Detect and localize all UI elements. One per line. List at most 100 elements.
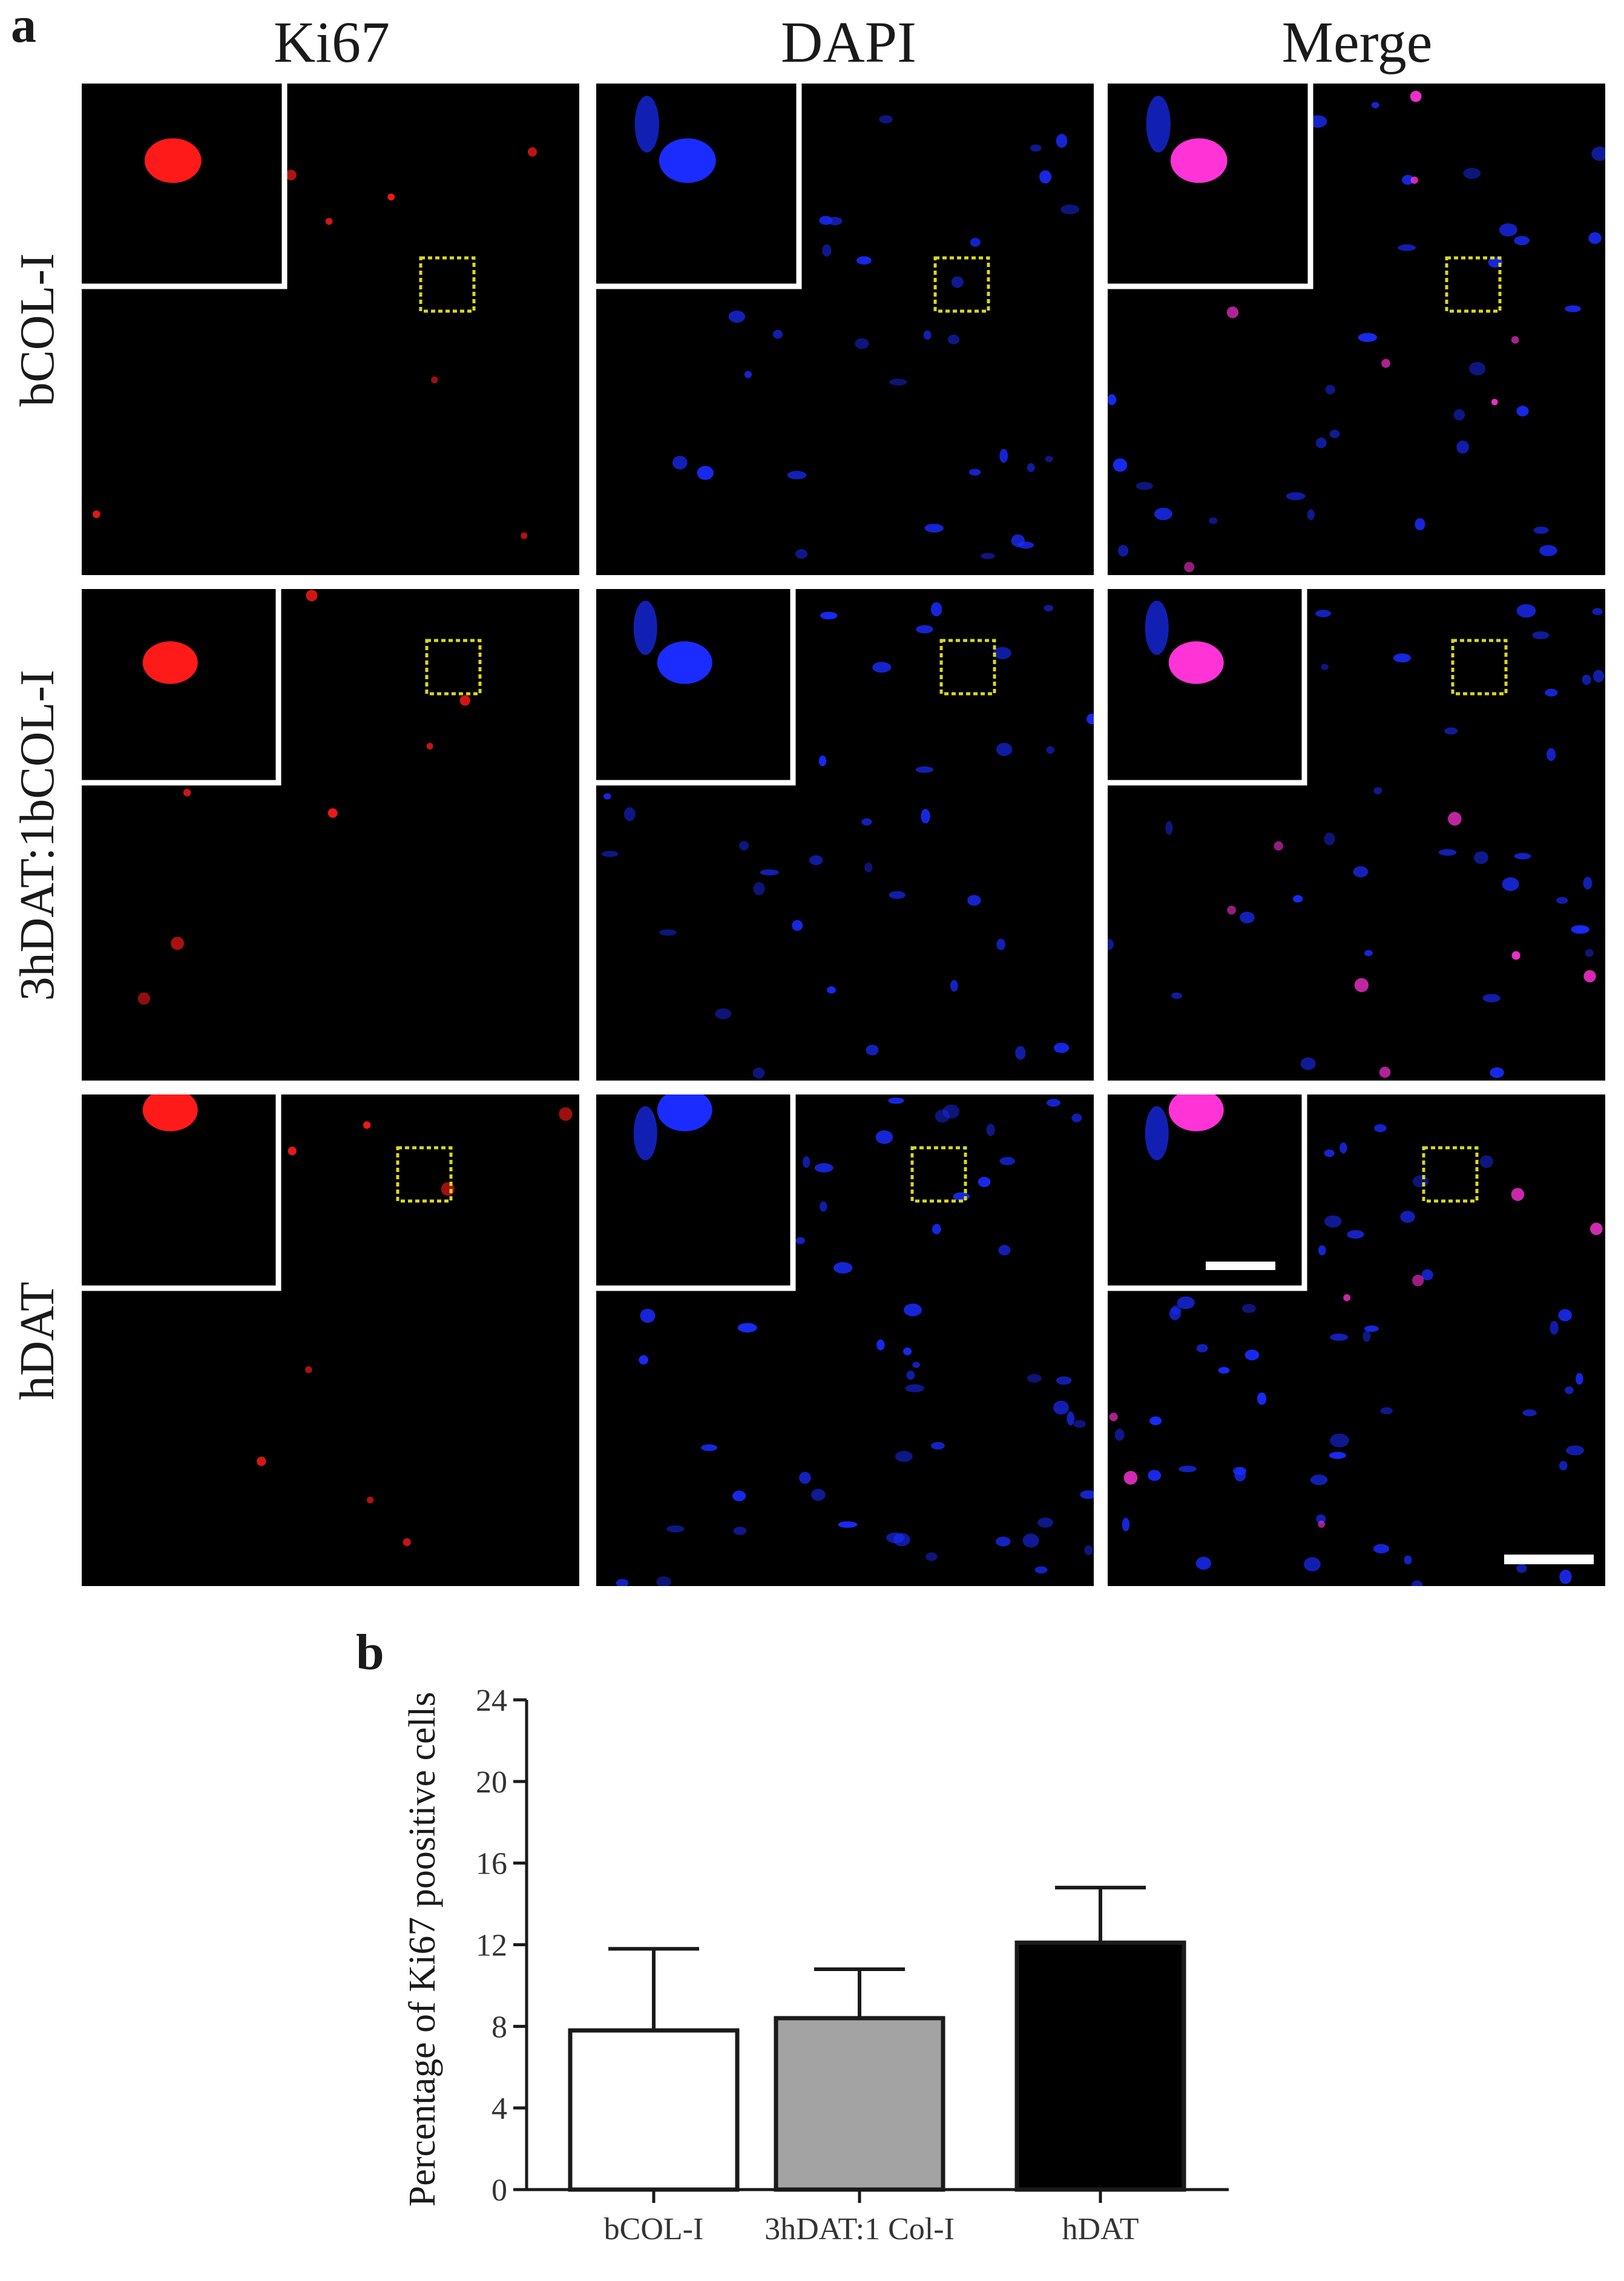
nucleus-dapi (1330, 1333, 1349, 1341)
nucleus-dapi (1307, 509, 1315, 521)
nucleus-ki67 (257, 1456, 266, 1466)
nucleus-dapi (1022, 1533, 1039, 1548)
nucleus-ki67 (1227, 906, 1236, 915)
y-tick-label: 8 (491, 2010, 507, 2044)
micrograph-hdat-dapi (596, 1094, 1094, 1586)
inset-nucleus (142, 1094, 198, 1131)
nucleus-ki67 (137, 992, 150, 1005)
nucleus-dapi (1179, 1466, 1197, 1473)
nucleus-dapi (970, 238, 981, 247)
nucleus-dapi (924, 524, 944, 533)
nucleus-ki67 (305, 1366, 312, 1374)
inset-border (1108, 84, 1313, 289)
nucleus-dapi (1412, 1175, 1429, 1188)
nucleus-dapi (1516, 1564, 1527, 1573)
nucleus-dapi (739, 841, 749, 851)
nucleus-ki67 (306, 590, 318, 602)
nucleus-dapi (999, 1157, 1016, 1165)
nucleus-dapi (601, 851, 619, 857)
nucleus-dapi (1539, 545, 1557, 556)
nucleus-dapi (1300, 1057, 1316, 1070)
nucleus-ki67 (1318, 1521, 1326, 1528)
inset-nucleus-dapi (634, 96, 659, 153)
nucleus-ki67 (1184, 562, 1195, 573)
nucleus-ki67 (1410, 90, 1422, 102)
nucleus-dapi (864, 862, 873, 872)
nucleus-dapi (1196, 1344, 1208, 1353)
nucleus-dapi (1318, 1245, 1326, 1256)
nucleus-ki67 (1448, 812, 1462, 826)
nucleus-dapi (866, 1044, 879, 1056)
nucleus-dapi (1232, 1466, 1247, 1475)
nucleus-dapi (1516, 604, 1536, 618)
nucleus-dapi (1583, 877, 1593, 890)
nucleus-dapi (733, 1527, 747, 1535)
nucleus-ki67 (1511, 951, 1520, 960)
nucleus-dapi (999, 449, 1008, 463)
nucleus-dapi (827, 986, 836, 994)
nucleus-dapi (1080, 1490, 1094, 1499)
nucleus-dapi (903, 1348, 912, 1355)
nucleus-dapi (802, 1156, 810, 1168)
roi-box (1451, 639, 1508, 696)
nucleus-dapi (1480, 1155, 1493, 1168)
nucleus-dapi (1304, 1557, 1321, 1572)
nucleus-dapi (925, 1552, 938, 1561)
nucleus-dapi (1171, 992, 1182, 999)
nucleus-dapi (1532, 631, 1550, 639)
inset-nucleus (657, 1094, 712, 1131)
nucleus-dapi (1438, 849, 1457, 856)
micrograph-3hdat-1bcol-i-ki67 (82, 589, 579, 1081)
nucleus-dapi (915, 766, 934, 773)
nucleus-dapi (1060, 204, 1080, 215)
inset-nucleus-dapi (633, 601, 657, 655)
nucleus-dapi (1169, 1307, 1181, 1321)
nucleus-dapi (1415, 518, 1425, 531)
y-tick-label: 16 (476, 1847, 507, 1881)
nucleus-dapi (889, 378, 907, 386)
nucleus-ki67 (426, 743, 433, 750)
nucleus-dapi (1053, 1042, 1070, 1053)
nucleus-dapi (1565, 305, 1581, 312)
nucleus-ki67 (431, 376, 438, 384)
nucleus-dapi (1364, 950, 1373, 956)
nucleus-dapi (1044, 605, 1054, 611)
nucleus-dapi (827, 217, 843, 226)
nucleus-dapi (1329, 1452, 1346, 1459)
inset-border (82, 589, 281, 786)
nucleus-dapi (1373, 1544, 1390, 1554)
nucleus-dapi (1545, 688, 1558, 697)
zoom-inset (82, 84, 284, 286)
nucleus-dapi (978, 1177, 991, 1187)
nucleus-ki67 (1511, 336, 1519, 344)
nucleus-ki67 (171, 936, 185, 950)
nucleus-ki67 (1511, 1188, 1525, 1201)
nucleus-ki67 (327, 808, 338, 818)
nucleus-dapi (1593, 670, 1604, 683)
nucleus-dapi (1315, 610, 1332, 617)
nucleus-dapi (814, 1163, 833, 1173)
nucleus-ki67 (285, 170, 297, 180)
nucleus-dapi (640, 1308, 656, 1323)
nucleus-dapi (697, 466, 714, 480)
nucleus-dapi (732, 1490, 746, 1502)
nucleus-dapi (1047, 1099, 1060, 1107)
nucleus-dapi (838, 1521, 858, 1528)
nucleus-dapi (1499, 223, 1517, 237)
y-tick-label: 12 (476, 1929, 507, 1963)
ki67-bar-chart: 0 4 8 12 16 20 24 bCOL-I 3hDAT:1 Col-I hDAT Perc… (387, 1622, 1332, 2279)
nucleus-dapi (968, 469, 981, 476)
y-axis: 0 4 8 12 16 20 24 (476, 1684, 528, 2208)
nucleus-dapi (1218, 1367, 1230, 1374)
nucleus-dapi (1363, 1330, 1371, 1342)
nucleus-dapi (1591, 146, 1605, 161)
nucleus-dapi (659, 929, 677, 936)
nucleus-dapi (1113, 458, 1128, 472)
nucleus-dapi (904, 1303, 922, 1317)
nucleus-dapi (951, 276, 964, 288)
nucleus-ki67 (559, 1107, 573, 1121)
inset-nucleus (657, 641, 712, 684)
nucleus-dapi (1546, 748, 1556, 762)
nucleus-dapi (1324, 1215, 1342, 1228)
nucleus-dapi (1398, 244, 1416, 251)
